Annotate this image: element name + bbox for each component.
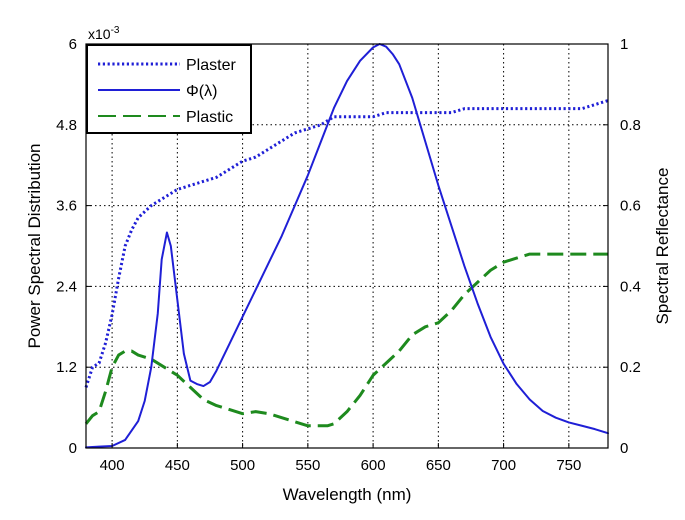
y-left-tick-label: 0 (69, 440, 77, 457)
x-tick-label: 450 (165, 457, 190, 474)
series-line-plaster (84, 99, 609, 388)
y-right-tick-label: 0.4 (620, 278, 641, 295)
legend: Plaster Φ(λ) Plastic (86, 44, 252, 134)
y-left-tick-label: 6 (69, 36, 77, 53)
y-right-tick-label: 0.8 (620, 117, 641, 134)
y-left-tick-label: 1.2 (56, 359, 77, 376)
y-left-axis-title: Power Spectral Distribution (25, 143, 44, 348)
x-tick-label: 600 (361, 457, 386, 474)
axis-ticks: 400 450 500 550 600 650 700 750 0 1.2 2.4 3.6 4.8 6 0 0… (56, 36, 641, 474)
x-axis-title: Wavelength (nm) (283, 485, 412, 504)
series-line-phi (85, 43, 609, 449)
x-tick-label: 650 (426, 457, 451, 474)
y-right-tick-label: 0.2 (620, 359, 641, 376)
x-tick-label: 500 (230, 457, 255, 474)
y-right-tick-label: 1 (620, 36, 628, 53)
x-tick-label: 550 (295, 457, 320, 474)
series-layer (84, 43, 609, 449)
y-right-axis-title: Spectral Reflectance (653, 168, 672, 325)
plot-frame (85, 43, 609, 449)
series-line-plastic (84, 252, 608, 428)
legend-label-plastic: Plastic (186, 109, 233, 126)
x-tick-label: 400 (100, 457, 125, 474)
y-left-tick-label: 2.4 (56, 278, 77, 295)
left-axis-exponent: -3 (111, 25, 120, 36)
y-left-tick-label: 4.8 (56, 117, 77, 134)
left-axis-multiplier: x10-3 (88, 25, 120, 42)
y-right-tick-label: 0.6 (620, 198, 641, 215)
y-right-tick-label: 0 (620, 440, 628, 457)
legend-label-phi: Φ(λ) (186, 83, 217, 100)
y-left-tick-label: 3.6 (56, 198, 77, 215)
legend-label-plaster: Plaster (186, 57, 236, 74)
x-tick-label: 750 (556, 457, 581, 474)
x-tick-label: 700 (491, 457, 516, 474)
